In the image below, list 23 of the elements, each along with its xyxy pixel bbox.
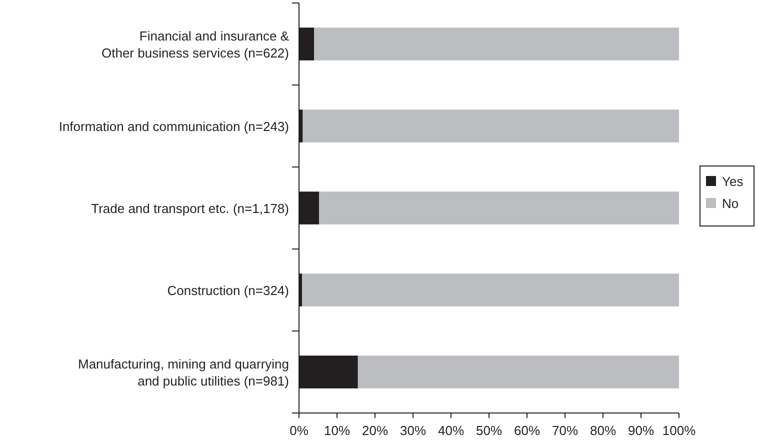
x-tick-label: 60%: [514, 423, 540, 438]
bar: [319, 192, 679, 224]
bar: [302, 274, 679, 306]
x-tick-label: 40%: [438, 423, 464, 438]
x-tick-label: 20%: [362, 423, 388, 438]
x-tick-label: 10%: [324, 423, 350, 438]
legend-label: No: [722, 196, 739, 211]
y-tick-label: Information and communication (n=243): [58, 118, 289, 134]
y-tick-label: Financial and insurance & Other business services (n=622): [101, 28, 290, 60]
bar: [302, 110, 679, 142]
x-tick-label: 80%: [590, 423, 616, 438]
y-tick-label: Manufacturing, mining and quarrying and public utilities (n=981): [78, 356, 289, 388]
x-tick-label: 30%: [400, 423, 426, 438]
x-tick-label: 70%: [552, 423, 578, 438]
bar: [314, 28, 679, 60]
x-tick-label: 100%: [662, 423, 696, 438]
x-tick-label: 50%: [476, 423, 502, 438]
bar: [358, 356, 679, 388]
x-tick-label: 0%: [290, 423, 309, 438]
x-tick-label: 90%: [628, 423, 654, 438]
y-tick-label: Trade and transport etc. (n=1,178): [91, 200, 289, 216]
y-tick-label: Construction (n=324): [167, 282, 289, 298]
legend-label: Yes: [722, 174, 744, 189]
